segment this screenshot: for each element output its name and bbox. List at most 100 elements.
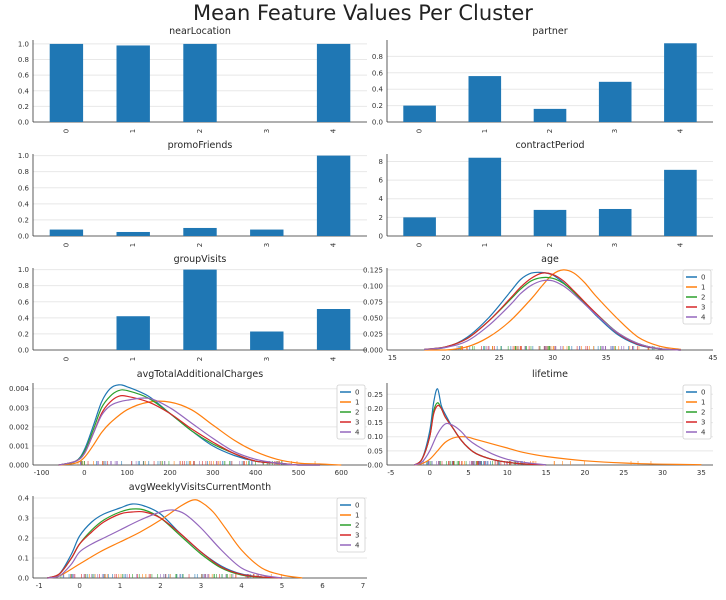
x-tick-label: 2 xyxy=(158,582,162,590)
x-tick-label: -5 xyxy=(387,469,394,477)
y-tick-label: 0.025 xyxy=(363,330,383,338)
bar xyxy=(664,169,697,236)
x-tick-label: 30 xyxy=(658,469,667,477)
legend-label: 2 xyxy=(355,409,359,417)
x-tick-label: 200 xyxy=(163,469,176,477)
legend-label: 1 xyxy=(701,399,705,407)
y-tick-label: 1.0 xyxy=(18,40,29,48)
y-tick-label: 0.125 xyxy=(363,266,383,274)
x-tick-label: 1 xyxy=(118,582,122,590)
bar xyxy=(316,309,351,350)
x-tick-label: 300 xyxy=(206,469,219,477)
x-tick-label: 2 xyxy=(196,243,204,247)
legend-label: 0 xyxy=(355,389,359,397)
x-tick-label: 0 xyxy=(62,243,70,247)
x-tick-label: 0 xyxy=(62,357,70,361)
bar xyxy=(403,217,436,236)
legend-label: 3 xyxy=(355,419,359,427)
x-tick-label: 5 xyxy=(466,469,470,477)
y-tick-label: 0.0 xyxy=(18,575,29,583)
y-tick-label: 0.05 xyxy=(367,447,383,455)
chart-panel-1: partner 0.0 0.2 0.4 0.6 0.8 0 1 2 3 4 xyxy=(372,26,713,133)
bar xyxy=(664,43,697,122)
series-line-1 xyxy=(424,269,682,351)
series-line-1 xyxy=(58,400,342,466)
series-line-2 xyxy=(47,508,283,579)
x-tick-label: 0 xyxy=(77,582,81,590)
x-tick-label: 0 xyxy=(427,469,431,477)
x-tick-label: 0 xyxy=(416,129,424,133)
x-tick-label: 5 xyxy=(280,582,284,590)
y-tick-label: 0.002 xyxy=(9,423,29,431)
legend-label: 0 xyxy=(355,502,359,510)
y-tick-label: 0.000 xyxy=(9,462,29,470)
y-tick-label: 0.0 xyxy=(18,347,29,355)
bar xyxy=(316,155,351,236)
y-tick-label: 4 xyxy=(379,195,384,203)
x-tick-label: 0 xyxy=(82,469,86,477)
y-tick-label: 0.15 xyxy=(367,419,383,427)
x-tick-label: 1 xyxy=(129,357,137,361)
x-tick-label: 1 xyxy=(481,129,489,133)
series-line-1 xyxy=(414,436,702,466)
y-tick-label: 0 xyxy=(379,233,383,241)
x-tick-label: 15 xyxy=(542,469,551,477)
bar xyxy=(403,105,436,122)
y-tick-label: 0.8 xyxy=(18,56,29,64)
x-tick-label: 3 xyxy=(263,129,271,133)
y-tick-label: 0.050 xyxy=(363,314,383,322)
chart-title: age xyxy=(541,254,559,265)
chart-title: promoFriends xyxy=(168,140,233,151)
y-tick-label: 0.8 xyxy=(18,168,29,176)
legend-label: 1 xyxy=(355,512,359,520)
legend-label: 3 xyxy=(701,304,705,312)
x-tick-label: 1 xyxy=(129,129,137,133)
y-tick-label: 0.6 xyxy=(18,184,30,192)
legend-label: 2 xyxy=(701,294,705,302)
y-tick-label: 0.8 xyxy=(18,282,29,290)
y-tick-label: 0.6 xyxy=(18,72,30,80)
x-tick-label: 45 xyxy=(709,354,718,362)
figure-title: Mean Feature Values Per Cluster xyxy=(193,1,533,25)
y-tick-label: 0.0 xyxy=(372,119,383,127)
series-line-4 xyxy=(413,422,547,466)
y-tick-label: 0.4 xyxy=(18,200,30,208)
y-tick-label: 0.2 xyxy=(18,535,29,543)
legend-label: 4 xyxy=(701,429,706,437)
x-tick-label: 4 xyxy=(239,582,244,590)
y-tick-label: 0.004 xyxy=(9,385,30,393)
y-tick-label: 0.2 xyxy=(18,103,29,111)
legend-label: 4 xyxy=(701,314,706,322)
series-line-0 xyxy=(424,271,681,351)
x-tick-label: 35 xyxy=(602,354,611,362)
series-line-4 xyxy=(58,397,320,466)
x-tick-label: 3 xyxy=(611,243,619,247)
x-tick-label: 4 xyxy=(676,128,684,133)
legend-label: 4 xyxy=(355,429,360,437)
y-tick-label: 0.25 xyxy=(367,391,383,399)
bar xyxy=(183,43,217,122)
x-tick-label: 20 xyxy=(441,354,450,362)
x-tick-label: 600 xyxy=(335,469,348,477)
chart-title: avgWeeklyVisitsCurrentMonth xyxy=(129,482,271,493)
x-tick-label: 40 xyxy=(655,354,664,362)
chart-title: groupVisits xyxy=(174,254,227,265)
bar xyxy=(533,209,567,236)
chart-panel-8: avgWeeklyVisitsCurrentMonth 0.0 0.1 0.2 0.3 0… xyxy=(18,482,367,590)
x-tick-label: 0 xyxy=(416,243,424,247)
legend-label: 0 xyxy=(701,274,705,282)
series-line-4 xyxy=(424,279,681,351)
x-tick-label: 3 xyxy=(263,357,271,361)
series-line-1 xyxy=(47,499,303,579)
x-tick-label: 2 xyxy=(546,243,554,247)
x-tick-label: -1 xyxy=(36,582,43,590)
legend-label: 1 xyxy=(355,399,359,407)
x-tick-label: -100 xyxy=(34,469,50,477)
x-tick-label: 100 xyxy=(121,469,134,477)
series-line-3 xyxy=(58,395,320,466)
series-line-3 xyxy=(413,404,547,466)
y-tick-label: 0.6 xyxy=(372,69,384,77)
bar xyxy=(116,231,150,236)
x-tick-label: 3 xyxy=(263,243,271,247)
